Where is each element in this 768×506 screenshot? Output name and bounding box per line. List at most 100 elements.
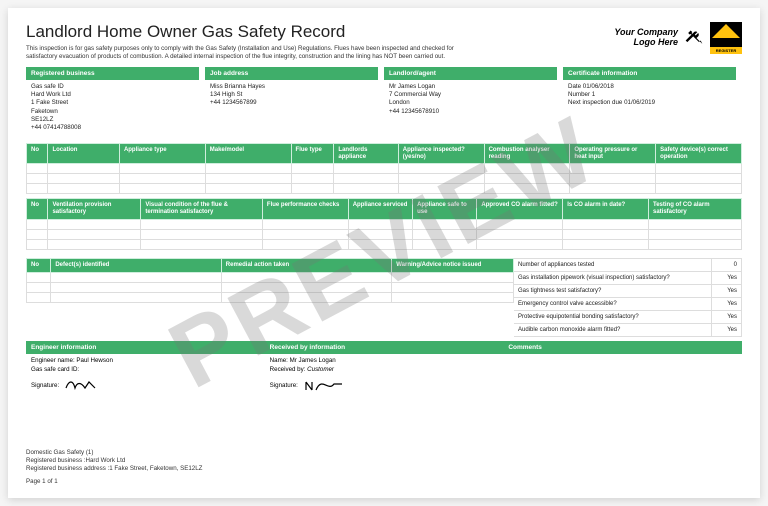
summary-table: Number of appliances tested0 Gas install… <box>514 258 742 337</box>
summary-label: Number of appliances tested <box>514 259 712 272</box>
col-header: Flue performance checks <box>262 199 348 220</box>
table-row <box>27 273 514 283</box>
section-header: Received by information <box>265 341 504 354</box>
section-header: Comments <box>503 341 742 354</box>
info-line: +44 12345678910 <box>389 108 552 116</box>
table-row <box>27 184 742 194</box>
col-header: Warning/Advice notice issued <box>392 259 514 273</box>
appliance-table-2: No Ventilation provision satisfactory Vi… <box>26 198 742 250</box>
title-block: Landlord Home Owner Gas Safety Record Th… <box>26 22 614 61</box>
footer-line: Domestic Gas Safety (1) <box>26 449 202 457</box>
table-row <box>27 230 742 240</box>
info-line: +44 1234567899 <box>210 99 373 107</box>
table-row <box>27 293 514 303</box>
comments-section: Comments <box>503 341 742 398</box>
section-body: Miss Brianna Hayes 134 High St +44 12345… <box>205 80 378 114</box>
summary-value: Yes <box>712 324 742 337</box>
info-line: Gas safe card ID: <box>31 366 260 375</box>
signature-section: Engineer information Engineer name: Paul… <box>26 341 742 398</box>
col-header: Is CO alarm in date? <box>563 199 649 220</box>
summary-value: Yes <box>712 298 742 311</box>
section-body: Mr James Logan 7 Commercial Way London +… <box>384 80 557 122</box>
col-header: Flue type <box>291 143 334 164</box>
section-header: Job address <box>205 67 378 80</box>
col-header: Operating pressure or heat input <box>570 143 656 164</box>
tools-icon <box>684 28 704 48</box>
col-header: Appliance serviced <box>348 199 412 220</box>
certificate-info-section: Certificate information Date 01/06/2018 … <box>563 67 742 139</box>
summary-row: Protective equipotential bonding satisfa… <box>514 311 742 324</box>
col-header: No <box>27 199 48 220</box>
col-header: Location <box>48 143 120 164</box>
table-row <box>27 240 742 250</box>
info-sections: Registered business Gas safe ID Hard Wor… <box>26 67 742 139</box>
page-footer: Domestic Gas Safety (1) Registered busin… <box>26 449 202 486</box>
info-line: Faketown <box>31 108 194 116</box>
engineer-signature: Engineer information Engineer name: Paul… <box>26 341 265 398</box>
info-line: Name: Mr James Logan <box>270 357 499 366</box>
summary-label: Gas installation pipework (visual inspec… <box>514 272 712 285</box>
summary-value: Yes <box>712 285 742 298</box>
signature-line: Signature: <box>270 378 499 396</box>
section-header: Landlord/agent <box>384 67 557 80</box>
logo-line2: Logo Here <box>614 38 678 48</box>
info-line: Received by: Customer <box>270 366 499 375</box>
received-by-signature: Received by information Name: Mr James L… <box>265 341 504 398</box>
summary-label: Protective equipotential bonding satisfa… <box>514 311 712 324</box>
section-body <box>503 354 742 360</box>
col-header: Ventilation provision satisfactory <box>48 199 141 220</box>
section-body: Engineer name: Paul Hewson Gas safe card… <box>26 354 265 398</box>
summary-row: Emergency control valve accessible?Yes <box>514 298 742 311</box>
signature-line: Signature: <box>31 378 260 396</box>
section-body: Date 01/06/2018 Number 1 Next inspection… <box>563 80 736 114</box>
summary-label: Emergency control valve accessible? <box>514 298 712 311</box>
info-line: Number 1 <box>568 91 731 99</box>
info-line: +44 07414788008 <box>31 124 194 132</box>
page-number: Page 1 of 1 <box>26 478 202 486</box>
page-title: Landlord Home Owner Gas Safety Record <box>26 22 614 42</box>
summary-row: Gas installation pipework (visual inspec… <box>514 272 742 285</box>
summary-label: Gas tightness test satisfactory? <box>514 285 712 298</box>
job-address-section: Job address Miss Brianna Hayes 134 High … <box>205 67 384 139</box>
info-line: Hard Work Ltd <box>31 91 194 99</box>
info-line: Next inspection due 01/06/2019 <box>568 99 731 107</box>
info-line: 134 High St <box>210 91 373 99</box>
company-logo-placeholder: Your Company Logo Here <box>614 28 678 48</box>
col-header: No <box>27 259 51 273</box>
summary-row: Gas tightness test satisfactory?Yes <box>514 285 742 298</box>
table-row <box>27 164 742 174</box>
signature-icon <box>304 378 346 396</box>
col-header: Landlords appliance <box>334 143 398 164</box>
summary-label: Audible carbon monoxide alarm fitted? <box>514 324 712 337</box>
col-header: Appliance type <box>119 143 205 164</box>
col-header: Approved CO alarm fitted? <box>477 199 563 220</box>
col-header: Visual condition of the flue & terminati… <box>141 199 263 220</box>
table-row <box>27 220 742 230</box>
section-body: Name: Mr James Logan Received by: Custom… <box>265 354 504 398</box>
page-subtitle: This inspection is for gas safety purpos… <box>26 45 466 61</box>
certificate-page: Landlord Home Owner Gas Safety Record Th… <box>8 8 760 498</box>
defects-table: No Defect(s) identified Remedial action … <box>26 258 514 303</box>
col-header: Safety device(s) correct operation <box>656 143 742 164</box>
col-header: Appliance safe to use <box>413 199 477 220</box>
signature-icon <box>65 378 107 396</box>
info-line: 7 Commercial Way <box>389 91 552 99</box>
col-header: Testing of CO alarm satisfactory <box>649 199 742 220</box>
section-header: Registered business <box>26 67 199 80</box>
summary-block: Number of appliances tested0 Gas install… <box>514 254 742 337</box>
col-header: Combustion analyser reading <box>484 143 570 164</box>
info-line: Gas safe ID <box>31 83 194 91</box>
table-row <box>27 174 742 184</box>
summary-value: 0 <box>712 259 742 272</box>
info-line: Date 01/06/2018 <box>568 83 731 91</box>
registered-business-section: Registered business Gas safe ID Hard Wor… <box>26 67 205 139</box>
defects-and-summary: No Defect(s) identified Remedial action … <box>26 254 742 337</box>
section-header: Certificate information <box>563 67 736 80</box>
footer-line: Registered business address :1 Fake Stre… <box>26 465 202 473</box>
footer-line: Registered business :Hard Work Ltd <box>26 457 202 465</box>
info-line: Engineer name: Paul Hewson <box>31 357 260 366</box>
info-line: Miss Brianna Hayes <box>210 83 373 91</box>
summary-value: Yes <box>712 311 742 324</box>
info-line: London <box>389 99 552 107</box>
section-header: Engineer information <box>26 341 265 354</box>
